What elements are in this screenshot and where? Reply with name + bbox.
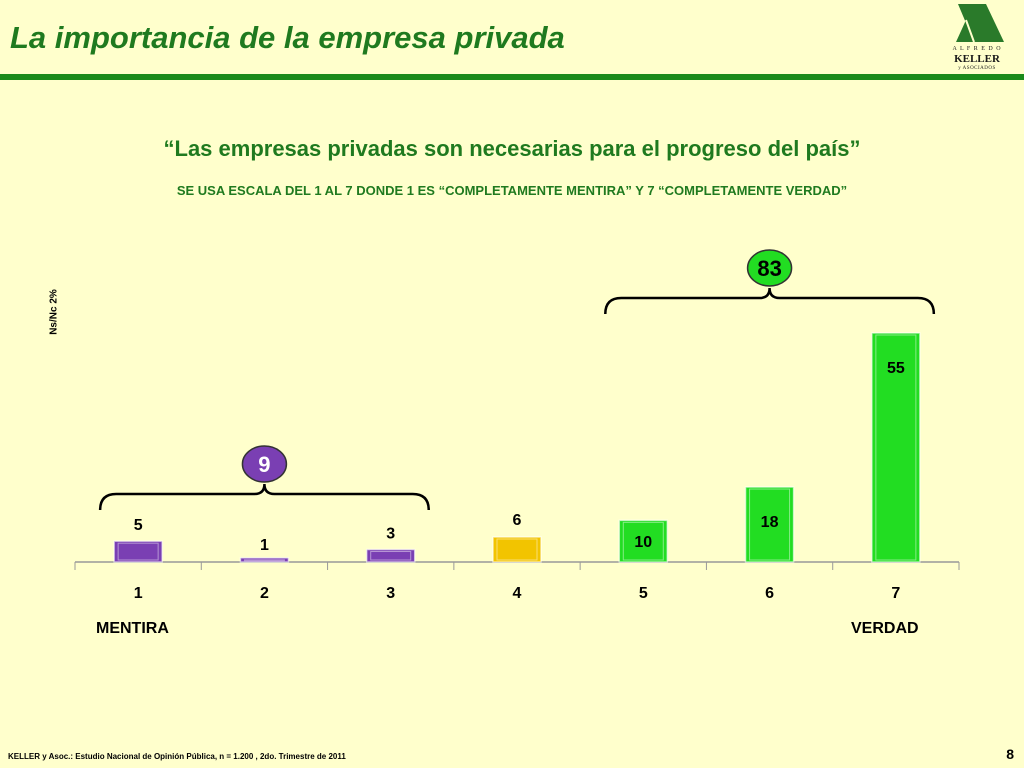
slide-title: La importancia de la empresa privada	[10, 20, 565, 55]
group-bracket	[98, 483, 430, 511]
footer-source: KELLER y Asoc.: Estudio Nacional de Opin…	[8, 752, 346, 761]
group-total-badge	[241, 445, 288, 483]
bar-highlight	[496, 538, 538, 561]
bar-value-label: 10	[634, 534, 652, 551]
category-label: 4	[513, 585, 522, 602]
bar-value-label: 3	[386, 526, 395, 543]
bar-highlight	[370, 551, 412, 561]
bar	[365, 548, 416, 563]
bar	[871, 332, 921, 563]
bar-highlight	[749, 488, 791, 561]
bar-value-label: 5	[134, 517, 143, 534]
keller-logo: A L F R E D O KELLER y ASOCIADOS	[946, 4, 1008, 72]
group-total-label: 83	[757, 256, 781, 281]
page-number: 8	[1006, 746, 1014, 762]
category-label: 6	[765, 585, 774, 602]
keller-logo-icon	[956, 4, 1004, 43]
category-label: 7	[891, 585, 900, 602]
bar-highlight	[117, 542, 159, 561]
bar-value-label: 55	[887, 360, 905, 377]
verdad-label: VERDAD	[851, 620, 919, 637]
bar-value-label: 6	[513, 512, 522, 529]
bar	[492, 536, 542, 563]
group-total-label: 9	[258, 452, 270, 477]
bar-highlight	[875, 334, 917, 561]
bar	[618, 519, 669, 563]
logo-top-text: A L F R E D O	[952, 46, 1002, 52]
bar	[744, 486, 795, 563]
group-bracket	[604, 287, 936, 315]
bar-value-label: 18	[761, 514, 779, 531]
bar-highlight	[243, 559, 285, 562]
header-rule	[0, 74, 1024, 80]
chart-question: “Las empresas privadas son necesarias pa…	[163, 136, 861, 161]
category-label: 1	[134, 585, 143, 602]
category-label: 2	[260, 585, 269, 602]
logo-name: KELLER	[954, 53, 1000, 65]
bar	[239, 557, 290, 563]
logo-sub-text: y ASOCIADOS	[958, 66, 996, 71]
mentira-label: MENTIRA	[96, 620, 169, 637]
chart-subtitle: SE USA ESCALA DEL 1 AL 7 DONDE 1 ES “COM…	[176, 183, 848, 198]
group-total-badge	[746, 249, 793, 287]
category-label: 3	[386, 585, 395, 602]
category-label: 5	[639, 585, 648, 602]
bar-highlight	[622, 521, 664, 561]
bar	[113, 540, 163, 563]
bar-value-label: 1	[260, 537, 269, 554]
